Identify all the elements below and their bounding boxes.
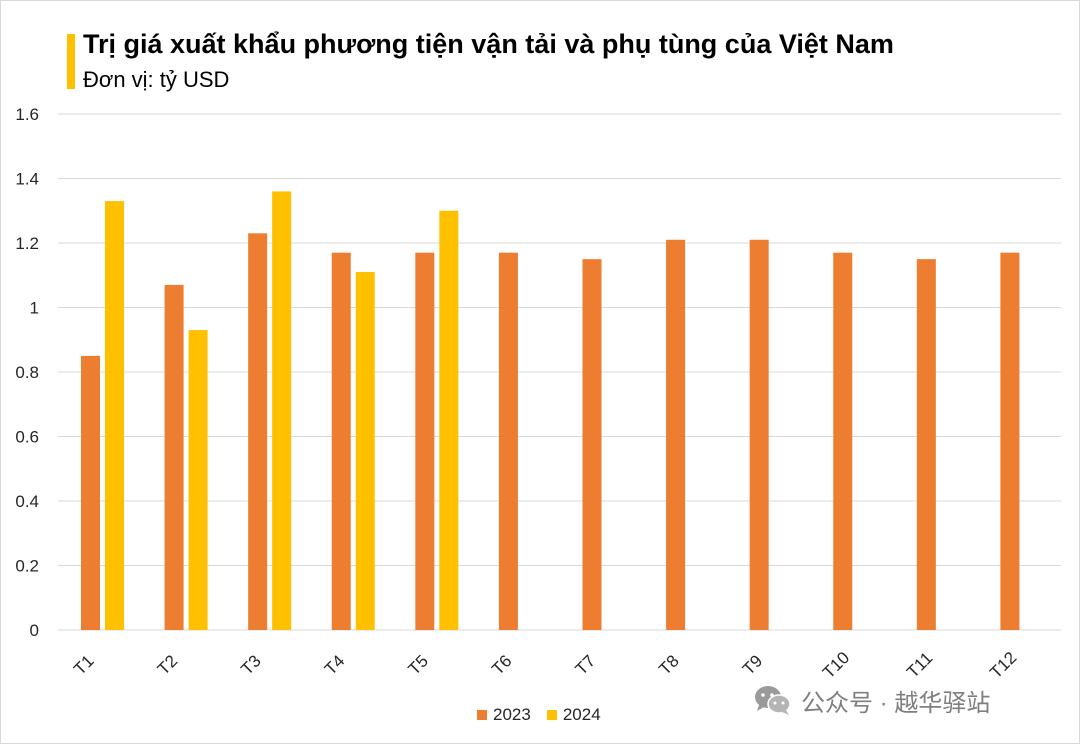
x-tick-label: T6 bbox=[488, 651, 515, 678]
bar-2023-T5 bbox=[415, 252, 435, 631]
legend-swatch bbox=[546, 710, 557, 720]
x-tick-label: T3 bbox=[237, 651, 264, 678]
x-axis-ticks: T1 T2 T3 T4 T5 T6 T7 T8 T9 T10 T11 T12 bbox=[70, 648, 1020, 682]
legend-item-2023: 2023 bbox=[477, 705, 531, 725]
y-tick-label: 1 bbox=[30, 299, 39, 318]
watermark: 公众号 · 越华驿站 bbox=[753, 683, 990, 718]
bar-2023-T4 bbox=[331, 252, 351, 631]
watermark-text: 公众号 · 越华驿站 bbox=[801, 690, 991, 717]
y-tick-label: 1.6 bbox=[15, 105, 39, 124]
legend-item-2024: 2024 bbox=[546, 705, 601, 725]
bar-2023-T12 bbox=[1000, 252, 1020, 631]
x-tick-label: T1 bbox=[70, 651, 97, 678]
x-tick-label: T10 bbox=[819, 648, 853, 682]
x-tick-label: T5 bbox=[405, 651, 432, 678]
bar-2024-T4 bbox=[355, 272, 375, 630]
bar-2023-T6 bbox=[498, 252, 518, 631]
chart-subtitle: Đơn vị: tỷ USD bbox=[83, 67, 230, 92]
wechat-icon bbox=[755, 685, 791, 715]
bar-2024-T2 bbox=[188, 330, 208, 630]
x-tick-label: T8 bbox=[655, 651, 682, 678]
y-tick-label: 0.6 bbox=[15, 428, 39, 447]
bar-2024-T3 bbox=[272, 191, 292, 630]
y-tick-label: 0.8 bbox=[15, 363, 39, 382]
y-tick-label: 0 bbox=[30, 621, 39, 640]
y-tick-label: 0.4 bbox=[15, 492, 39, 511]
bar-2024-T1 bbox=[105, 201, 124, 630]
bar-2023-T11 bbox=[916, 259, 936, 630]
y-axis-ticks: 0 0.2 0.4 0.6 0.8 1 1.2 1.4 1.6 bbox=[15, 105, 39, 640]
chart-title: Trị giá xuất khẩu phương tiện vận tải và… bbox=[83, 29, 894, 59]
bars bbox=[81, 191, 1020, 631]
x-tick-label: T12 bbox=[986, 648, 1020, 682]
x-tick-label: T9 bbox=[739, 651, 766, 678]
bar-2023-T7 bbox=[582, 259, 602, 630]
title-accent-bar bbox=[67, 34, 75, 89]
bar-2023-T1 bbox=[81, 355, 100, 630]
gridlines bbox=[58, 113, 1061, 631]
bar-2023-T10 bbox=[833, 252, 853, 631]
legend: 2023 2024 bbox=[477, 705, 617, 725]
bar-2024-T5 bbox=[439, 210, 459, 630]
x-tick-label: T11 bbox=[903, 648, 936, 681]
bar-2023-T8 bbox=[666, 239, 686, 630]
bar-2023-T3 bbox=[248, 233, 268, 630]
y-tick-label: 1.2 bbox=[15, 234, 39, 253]
legend-label: 2023 bbox=[493, 705, 531, 724]
x-tick-label: T4 bbox=[321, 651, 348, 678]
bar-2023-T9 bbox=[749, 239, 769, 630]
x-tick-label: T2 bbox=[154, 651, 181, 678]
legend-swatch bbox=[477, 710, 487, 720]
legend-label: 2024 bbox=[562, 705, 601, 724]
y-tick-label: 1.4 bbox=[15, 170, 39, 189]
x-tick-label: T7 bbox=[572, 651, 599, 678]
y-tick-label: 0.2 bbox=[15, 557, 39, 576]
bar-2023-T2 bbox=[164, 284, 184, 630]
